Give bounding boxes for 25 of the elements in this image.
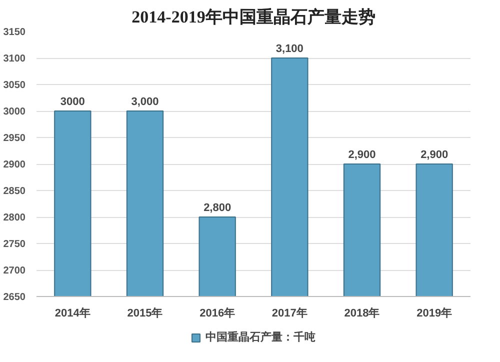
data-label: 2,900 xyxy=(348,149,376,161)
y-tick-label: 2850 xyxy=(3,186,26,197)
data-label: 3,100 xyxy=(276,43,304,55)
legend-label: 中国重晶石产量：千吨 xyxy=(206,330,316,344)
data-label: 2,800 xyxy=(204,202,232,214)
x-tick-label: 2018年 xyxy=(344,306,380,320)
x-tick-label: 2019年 xyxy=(416,306,452,320)
y-tick-label: 2650 xyxy=(3,292,26,303)
y-tick-label: 3150 xyxy=(3,27,26,38)
y-tick-label: 2700 xyxy=(3,266,26,276)
chart-title: 2014-2019年中国重晶石产量走势 xyxy=(132,8,376,26)
data-label: 3,000 xyxy=(131,96,159,108)
x-tick-label: 2015年 xyxy=(127,306,163,320)
y-tick-label: 2800 xyxy=(3,212,26,224)
y-tick-label: 3050 xyxy=(3,80,26,91)
data-label: 3000 xyxy=(60,96,85,108)
x-tick-label: 2016年 xyxy=(200,306,236,320)
y-tick-label: 2950 xyxy=(3,133,26,144)
y-tick-label: 2900 xyxy=(3,160,26,170)
y-tick-label: 3000 xyxy=(3,106,26,118)
y-tick-label: 2750 xyxy=(3,239,26,250)
data-label: 2,900 xyxy=(420,149,448,161)
y-tick-label: 3100 xyxy=(3,54,26,64)
x-tick-label: 2017年 xyxy=(272,306,308,320)
x-tick-label: 2014年 xyxy=(54,306,90,320)
